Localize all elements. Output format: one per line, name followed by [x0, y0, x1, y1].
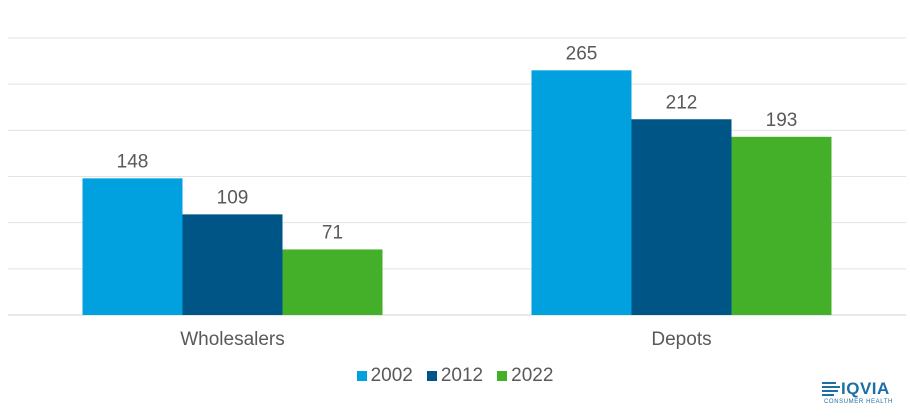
bar-wholesalers-2012 [182, 214, 283, 315]
data-label-wholesalers-2002: 148 [117, 151, 149, 172]
iqvia-logo: IQVIA CONSUMER HEALTH [822, 380, 898, 410]
bar-chart: 148 109 71 Wholesalers 265 212 193 Depots [8, 37, 906, 350]
logo-wordmark: IQVIA [841, 379, 890, 398]
legend-swatch-2012 [426, 371, 437, 381]
logo-lines-icon [822, 382, 840, 396]
legend-item-2022: 2022 [497, 365, 553, 387]
bar-depots-2022 [731, 136, 832, 315]
data-label-wholesalers-2022: 71 [322, 222, 343, 243]
category-label-depots: Depots [651, 329, 711, 350]
data-label-depots-2012: 212 [666, 92, 698, 113]
legend-label-2022: 2022 [511, 365, 554, 386]
legend-item-2002: 2002 [356, 365, 413, 387]
logo-subtitle: CONSUMER HEALTH [824, 399, 893, 405]
legend-label-2002: 2002 [370, 365, 413, 386]
legend-label-2012: 2012 [440, 365, 484, 386]
bar-depots-2002 [531, 70, 632, 315]
data-label-depots-2002: 265 [566, 43, 598, 64]
data-label-wholesalers-2012: 109 [217, 187, 249, 208]
legend-item-2012: 2012 [426, 365, 484, 387]
data-label-depots-2022: 193 [766, 110, 798, 131]
legend-swatch-2002 [356, 371, 367, 381]
category-label-wholesalers: Wholesalers [180, 329, 285, 350]
bar-depots-2012 [631, 119, 732, 316]
bar-wholesalers-2022 [282, 249, 383, 315]
legend-swatch-2022 [497, 371, 508, 381]
legend: 2002 2012 2022 [0, 364, 910, 388]
bar-wholesalers-2002 [82, 178, 183, 315]
